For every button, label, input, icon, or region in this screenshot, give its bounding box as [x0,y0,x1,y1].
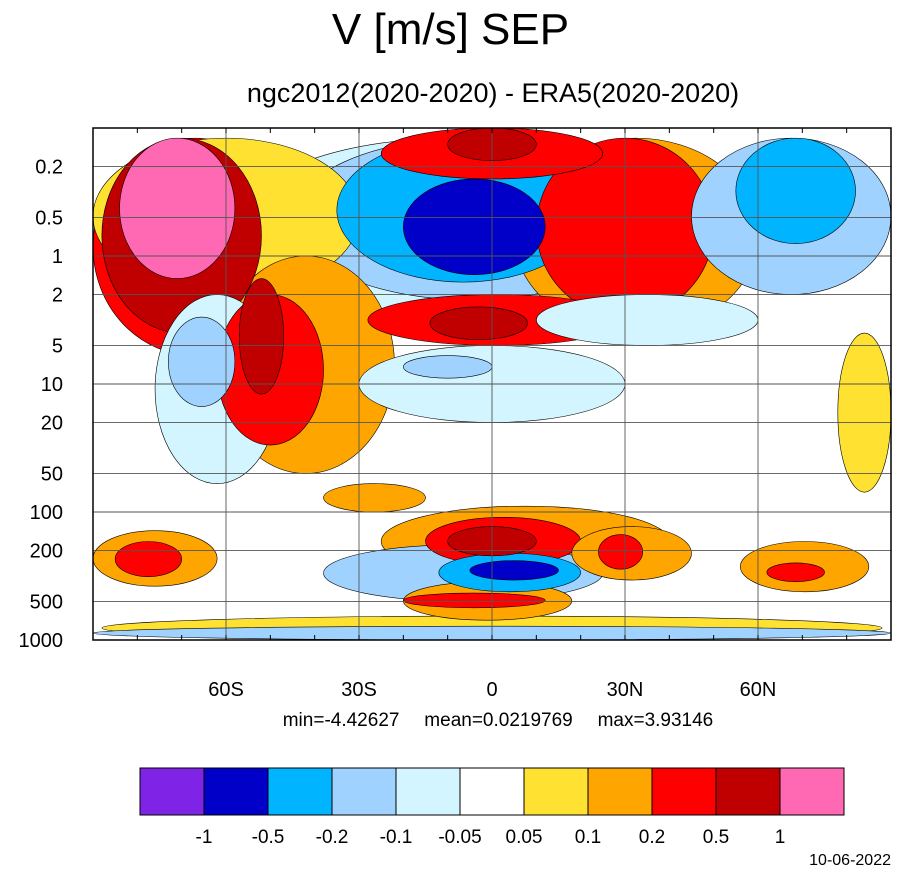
colorbar-box [715,767,781,816]
contour-plot: 60S 30S 0 30N 60N 0.2 0.5 1 2 5 10 20 50 100 200 500 100… [19,127,892,700]
contour-regions [93,128,891,640]
x-tick-label: 0 [486,679,497,700]
x-tick-label: 60S [208,679,244,700]
colorbar-box [651,767,717,816]
y-tick-label: 1000 [19,630,64,652]
colorbar-label: 0.5 [703,827,729,848]
y-tick-label: 5 [52,335,63,357]
contour-region [403,178,546,276]
colorbar-box [203,767,269,816]
contour-region [429,306,528,340]
contour-region [837,332,891,493]
colorbar-label: -1 [196,827,213,848]
y-tick-label: 200 [30,541,63,563]
mean-stat: mean=0.0219769 [424,710,573,731]
colorbar-label: -0.5 [252,827,285,848]
colorbar-label: -0.05 [438,827,481,848]
colorbar-label: 0.1 [575,827,601,848]
contour-region [469,560,559,581]
contour-region [735,137,856,244]
y-tick-label: 2 [52,285,63,307]
x-tick-label: 30S [341,679,377,700]
contour-region [114,541,182,577]
contour-region [403,592,546,609]
contour-region [766,562,825,582]
colorbar-label: -0.1 [380,827,413,848]
colorbar-box [779,767,845,816]
colorbar-label: -0.2 [316,827,349,848]
colorbar-box [587,767,653,816]
colorbar-box [523,767,589,816]
contour-region [168,316,236,407]
contour-region [239,278,284,395]
chart-title: V [m/s] SEP [331,5,570,54]
colorbar-box [267,767,333,816]
y-tick-label: 50 [41,463,63,485]
y-tick-label: 10 [41,374,63,396]
y-tick-label: 20 [41,413,63,435]
statistics-line: min=-4.42627 mean=0.0219769 max=3.93146 [0,710,901,732]
y-tick-label: 0.5 [35,207,63,229]
x-tick-label: 60N [740,679,777,700]
contour-region [323,483,426,513]
y-tick-label: 100 [30,502,63,524]
colorbar-label: 0.2 [639,827,665,848]
contour-region [403,355,493,379]
y-tick-label: 0.2 [35,157,63,179]
contour-region [598,534,644,570]
colorbar-box [139,767,205,816]
y-tick-label: 1 [52,246,63,268]
x-tick-label: 30N [607,679,644,700]
max-stat: max=3.93146 [597,710,714,731]
colorbar-box [395,767,461,816]
colorbar-box [459,767,525,816]
colorbar-label: 0.05 [506,827,543,848]
y-tick-label: 500 [30,591,63,613]
colorbar-label: 1 [775,827,786,848]
date-stamp: 10-06-2022 [809,852,891,869]
colorbar-box [331,767,397,816]
contour-region [536,294,759,346]
contour-region [119,137,236,279]
min-stat: min=-4.42627 [282,710,400,731]
chart-subtitle: ngc2012(2020-2020) - ERA5(2020-2020) [246,78,740,108]
